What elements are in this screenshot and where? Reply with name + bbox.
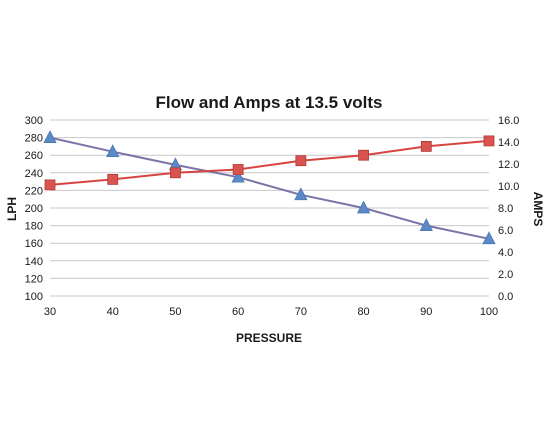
- x-tick-label-7: 100: [480, 306, 498, 318]
- right-tick-label-3: 6.0: [498, 225, 513, 237]
- series-1-point-1: [107, 173, 119, 185]
- x-tick-label-3: 60: [232, 306, 244, 318]
- left-axis-ticks: 100 120 140 160 180 200 220 240 260 280 300: [25, 115, 43, 303]
- series-layer: [43, 130, 496, 245]
- left-tick-label-3: 160: [25, 238, 43, 250]
- left-tick-label-5: 200: [25, 203, 43, 215]
- x-tick-label-5: 80: [357, 306, 369, 318]
- series-0-point-0: [43, 130, 57, 143]
- series-0-line: [49, 136, 490, 240]
- x-tick-label-0: 30: [44, 306, 56, 318]
- right-tick-label-0: 0.0: [498, 291, 513, 303]
- right-axis-ticks: 0.0 2.0 4.0 6.0 8.0 10.0 12.0 14.0 16.0: [498, 115, 519, 303]
- right-tick-label-4: 8.0: [498, 203, 513, 215]
- x-tick-label-4: 70: [295, 306, 307, 318]
- x-tick-label-6: 90: [420, 306, 432, 318]
- x-axis-title: PRESSURE: [236, 331, 302, 345]
- right-tick-label-5: 10.0: [498, 181, 519, 193]
- series-1-line: [49, 139, 490, 186]
- series-1-point-5: [358, 149, 369, 161]
- gridlines: [50, 119, 489, 297]
- y-axis-title-right: AMPS: [531, 192, 545, 227]
- series-1-point-7: [483, 135, 495, 147]
- left-tick-label-9: 280: [25, 133, 43, 145]
- right-tick-label-2: 4.0: [498, 247, 513, 259]
- series-0-point-7: [482, 231, 496, 245]
- series-0-point-6: [419, 218, 433, 231]
- left-tick-label-0: 100: [25, 291, 43, 303]
- series-1-point-4: [295, 155, 307, 167]
- x-tick-label-2: 50: [169, 306, 181, 318]
- right-tick-label-8: 16.0: [498, 115, 519, 127]
- left-tick-label-6: 220: [25, 185, 43, 197]
- series-1-point-2: [170, 167, 181, 179]
- right-tick-label-1: 2.0: [498, 269, 513, 281]
- series-1-point-3: [232, 164, 244, 175]
- series-1-point-6: [420, 140, 432, 152]
- left-tick-label-4: 180: [25, 221, 43, 233]
- left-tick-label-8: 260: [25, 150, 43, 162]
- left-tick-label-10: 300: [25, 115, 43, 127]
- x-tick-label-1: 40: [107, 306, 119, 318]
- left-tick-label-1: 120: [25, 273, 43, 285]
- left-tick-label-7: 240: [25, 168, 43, 180]
- left-tick-label-2: 140: [25, 256, 43, 268]
- y-axis-title-left: LPH: [5, 197, 19, 221]
- series-1-point-0: [44, 179, 56, 191]
- series-0-point-5: [356, 200, 371, 214]
- series-0-point-3: [231, 169, 245, 183]
- right-tick-label-7: 14.0: [498, 137, 519, 149]
- series-0-point-1: [106, 144, 120, 158]
- series-0-point-4: [294, 187, 308, 201]
- x-axis-ticks: 30 40 50 60 70 80 90 100: [44, 306, 498, 318]
- chart-title: Flow and Amps at 13.5 volts: [155, 93, 382, 112]
- right-tick-label-6: 12.0: [498, 159, 519, 171]
